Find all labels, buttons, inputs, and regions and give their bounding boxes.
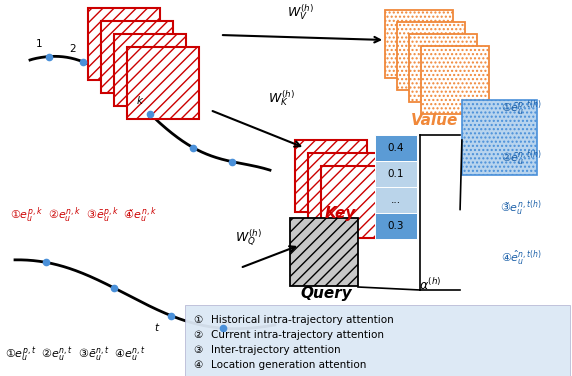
Bar — [375, 187, 417, 213]
Bar — [409, 34, 477, 102]
Text: $t$: $t$ — [154, 321, 160, 333]
Text: Current intra-trajectory attention: Current intra-trajectory attention — [211, 330, 384, 340]
Text: ②: ② — [193, 330, 202, 340]
Bar — [308, 153, 380, 225]
Text: Location generation attention: Location generation attention — [211, 360, 367, 370]
Bar — [385, 10, 453, 78]
Bar — [375, 135, 417, 161]
Bar — [295, 140, 367, 212]
Text: 0.4: 0.4 — [388, 143, 404, 153]
Bar — [462, 100, 537, 175]
Bar — [290, 218, 358, 286]
Text: ②$\bar{e}_u^{n,t(h)}$: ②$\bar{e}_u^{n,t(h)}$ — [500, 148, 542, 168]
Text: $W_V^{(h)}$: $W_V^{(h)}$ — [287, 2, 313, 22]
Bar — [127, 47, 199, 119]
Bar — [375, 161, 417, 187]
Text: Inter-trajectory attention: Inter-trajectory attention — [211, 345, 340, 355]
Bar — [421, 46, 489, 114]
Text: Query: Query — [300, 286, 352, 301]
Text: $W_K^{(h)}$: $W_K^{(h)}$ — [268, 88, 295, 108]
Bar — [375, 213, 417, 239]
Text: $W_Q^{(h)}$: $W_Q^{(h)}$ — [235, 228, 261, 248]
Text: 2: 2 — [69, 44, 76, 54]
Text: 0.3: 0.3 — [388, 221, 404, 231]
Text: ④: ④ — [193, 360, 202, 370]
Text: k: k — [137, 96, 143, 106]
Text: Value: Value — [411, 113, 459, 128]
Bar — [114, 34, 186, 106]
Bar — [88, 8, 160, 80]
Text: ①: ① — [193, 315, 202, 325]
Text: 0.1: 0.1 — [388, 169, 404, 179]
Bar — [321, 166, 393, 238]
Text: 1: 1 — [36, 38, 42, 49]
Text: ①$\bar{e}_u^{p,t(h)}$: ①$\bar{e}_u^{p,t(h)}$ — [500, 98, 542, 118]
Bar — [185, 305, 570, 376]
Text: ①$e_u^{p,k}$  ②$e_u^{n,k}$  ③$\bar{e}_u^{p,k}$  ④$\check{e}_u^{n,k}$: ①$e_u^{p,k}$ ②$e_u^{n,k}$ ③$\bar{e}_u^{p… — [10, 205, 157, 224]
Text: $\alpha^{(h)}$: $\alpha^{(h)}$ — [419, 277, 441, 293]
Text: ①$e_u^{p,t}$  ②$e_u^{n,t}$  ③$\bar{e}_u^{n,t}$  ④$e_u^{n,t}$: ①$e_u^{p,t}$ ②$e_u^{n,t}$ ③$\bar{e}_u^{n… — [5, 345, 146, 364]
Text: ③$\check{e}_u^{n,t(h)}$: ③$\check{e}_u^{n,t(h)}$ — [500, 198, 542, 218]
Bar — [101, 21, 173, 93]
Text: ④$\hat{e}_u^{n,t(h)}$: ④$\hat{e}_u^{n,t(h)}$ — [500, 249, 542, 267]
Bar — [397, 22, 465, 90]
Text: ③: ③ — [193, 345, 202, 355]
Text: ...: ... — [391, 195, 401, 205]
Text: Historical intra-trajectory attention: Historical intra-trajectory attention — [211, 315, 394, 325]
Text: Key: Key — [324, 206, 356, 221]
